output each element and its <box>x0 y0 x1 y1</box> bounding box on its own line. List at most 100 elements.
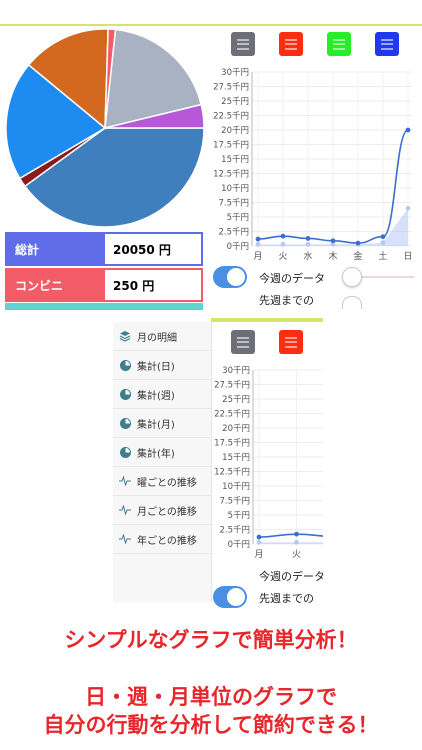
side-menu: 月の明細 集計(日) 集計(週) 集計(月) 集計(年) 曜ごとの推移 月ごとの… <box>113 322 212 602</box>
second-accent-line <box>211 318 323 322</box>
menu-item-weekday-trend[interactable]: 曜ごとの推移 <box>113 467 211 496</box>
menu-item-monthly-detail[interactable]: 月の明細 <box>113 322 211 351</box>
menu-item-total-year[interactable]: 集計(年) <box>113 438 211 467</box>
data-point[interactable] <box>380 234 386 240</box>
data-point[interactable] <box>330 241 336 247</box>
series-area <box>258 208 408 246</box>
menu-item-label: 集計(日) <box>137 361 175 373</box>
series-area <box>259 542 323 544</box>
data-point[interactable] <box>255 236 261 242</box>
color-button-red[interactable] <box>279 32 303 56</box>
weekly-line-chart: 0千円 2.5千円 5千円 7.5千円 10千円 12.5千円 15千円 17.5千円 20千円… <box>213 67 412 262</box>
list-icon <box>237 38 249 50</box>
menu-item-label: 集計(年) <box>137 448 175 460</box>
pulse-icon <box>119 504 131 516</box>
pie-slice[interactable] <box>104 28 203 129</box>
data-point[interactable] <box>380 240 386 245</box>
caption-line-2: 日・週・月単位のグラフで <box>85 685 337 709</box>
data-point[interactable] <box>280 233 286 239</box>
pie-slice[interactable] <box>104 103 205 129</box>
x-tick-label: 月 <box>253 251 262 262</box>
summary-row-convenience[interactable]: コンビニ 250 円 <box>5 268 203 302</box>
y-tick-label: 7.5千円 <box>219 496 250 507</box>
y-tick-label: 20千円 <box>222 423 250 434</box>
x-tick-label: 金 <box>353 250 362 262</box>
list-icon <box>237 336 249 348</box>
pie-icon <box>119 359 131 371</box>
pie-icon <box>119 388 131 400</box>
y-tick-label: 5千円 <box>227 212 249 223</box>
x-tick-label: 水 <box>303 250 312 262</box>
this-week-slider-track[interactable] <box>352 276 414 278</box>
summary-table: 総計 20050 円 コンビニ 250 円 <box>5 232 203 304</box>
category-pie-chart[interactable] <box>0 26 210 230</box>
until-last-week-knob-partial[interactable] <box>342 296 362 309</box>
y-tick-label: 15千円 <box>221 154 249 165</box>
menu-item-total-week[interactable]: 集計(週) <box>113 380 211 409</box>
menu-item-label: 年ごとの推移 <box>137 535 197 547</box>
y-tick-label: 10千円 <box>222 481 250 492</box>
data-point[interactable] <box>305 236 311 241</box>
this-week-slider-knob[interactable] <box>342 267 362 287</box>
x-tick-label: 月 <box>254 549 263 560</box>
pulse-icon <box>119 533 131 545</box>
weekly-line-chart-2: 0千円 2.5千円 5千円 7.5千円 10千円 12.5千円 15千円 17.5千円 20千円… <box>214 365 323 560</box>
y-tick-label: 0千円 <box>228 539 250 550</box>
data-point[interactable] <box>355 240 361 246</box>
pie-icon <box>119 417 131 429</box>
data-point[interactable] <box>294 539 299 545</box>
x-tick-label: 火 <box>292 549 301 560</box>
x-tick-label: 火 <box>278 251 287 262</box>
y-tick-label: 25千円 <box>222 394 250 405</box>
y-tick-label: 22.5千円 <box>213 111 249 122</box>
color-button-blue[interactable] <box>375 32 399 56</box>
y-tick-label: 0千円 <box>227 241 249 252</box>
summary-total-value: 20050 円 <box>103 234 201 264</box>
color-button-gray[interactable] <box>231 32 255 56</box>
menu-item-monthly-trend[interactable]: 月ごとの推移 <box>113 496 211 525</box>
summary-total-label: 総計 <box>7 234 103 264</box>
menu-item-label: 集計(週) <box>137 390 175 402</box>
this-week-label: 今週のデータ <box>259 272 325 285</box>
pie-icon <box>119 446 131 458</box>
y-tick-label: 27.5千円 <box>214 380 250 391</box>
menu-item-total-month[interactable]: 集計(月) <box>113 409 211 438</box>
menu-item-yearly-trend[interactable]: 年ごとの推移 <box>113 525 211 554</box>
y-tick-label: 2.5千円 <box>219 525 250 536</box>
this-week-toggle-2[interactable] <box>213 586 247 608</box>
summary-row-total[interactable]: 総計 20050 円 <box>5 232 203 266</box>
y-tick-label: 2.5千円 <box>218 227 249 238</box>
y-tick-label: 25千円 <box>221 96 249 107</box>
menu-item-label: 月ごとの推移 <box>137 506 197 518</box>
y-tick-label: 15千円 <box>222 452 250 463</box>
pie-slice[interactable] <box>5 63 107 180</box>
data-point[interactable] <box>405 205 411 211</box>
this-week-toggle[interactable] <box>213 266 247 288</box>
y-tick-label: 20千円 <box>221 125 249 136</box>
list-icon <box>285 336 297 348</box>
y-tick-label: 7.5千円 <box>218 198 249 209</box>
this-week-label-2: 今週のデータ <box>259 570 323 583</box>
data-point[interactable] <box>405 127 411 133</box>
data-point[interactable] <box>280 241 286 247</box>
data-point[interactable] <box>294 531 299 537</box>
pie-slice[interactable] <box>27 28 109 130</box>
x-tick-label: 日 <box>403 251 412 262</box>
color-button-red-2[interactable] <box>279 330 303 354</box>
y-tick-label: 27.5千円 <box>213 82 249 93</box>
caption-line-3: 自分の行動を分析して節約できる！ <box>43 713 379 737</box>
data-point[interactable] <box>330 238 336 244</box>
summary-convenience-value: 250 円 <box>103 270 201 300</box>
caption-line-1: シンプルなグラフで簡単分析！ <box>64 628 358 652</box>
data-point[interactable] <box>256 539 262 545</box>
color-button-green[interactable] <box>327 32 351 56</box>
data-point[interactable] <box>255 241 261 247</box>
menu-item-total-day[interactable]: 集計(日) <box>113 351 211 380</box>
pie-slice[interactable] <box>23 127 205 228</box>
data-point[interactable] <box>256 534 262 540</box>
x-tick-label: 土 <box>378 250 387 262</box>
color-button-gray-2[interactable] <box>231 330 255 354</box>
x-tick-label: 木 <box>328 250 337 262</box>
y-tick-label: 17.5千円 <box>214 438 250 449</box>
data-point[interactable] <box>305 241 311 247</box>
